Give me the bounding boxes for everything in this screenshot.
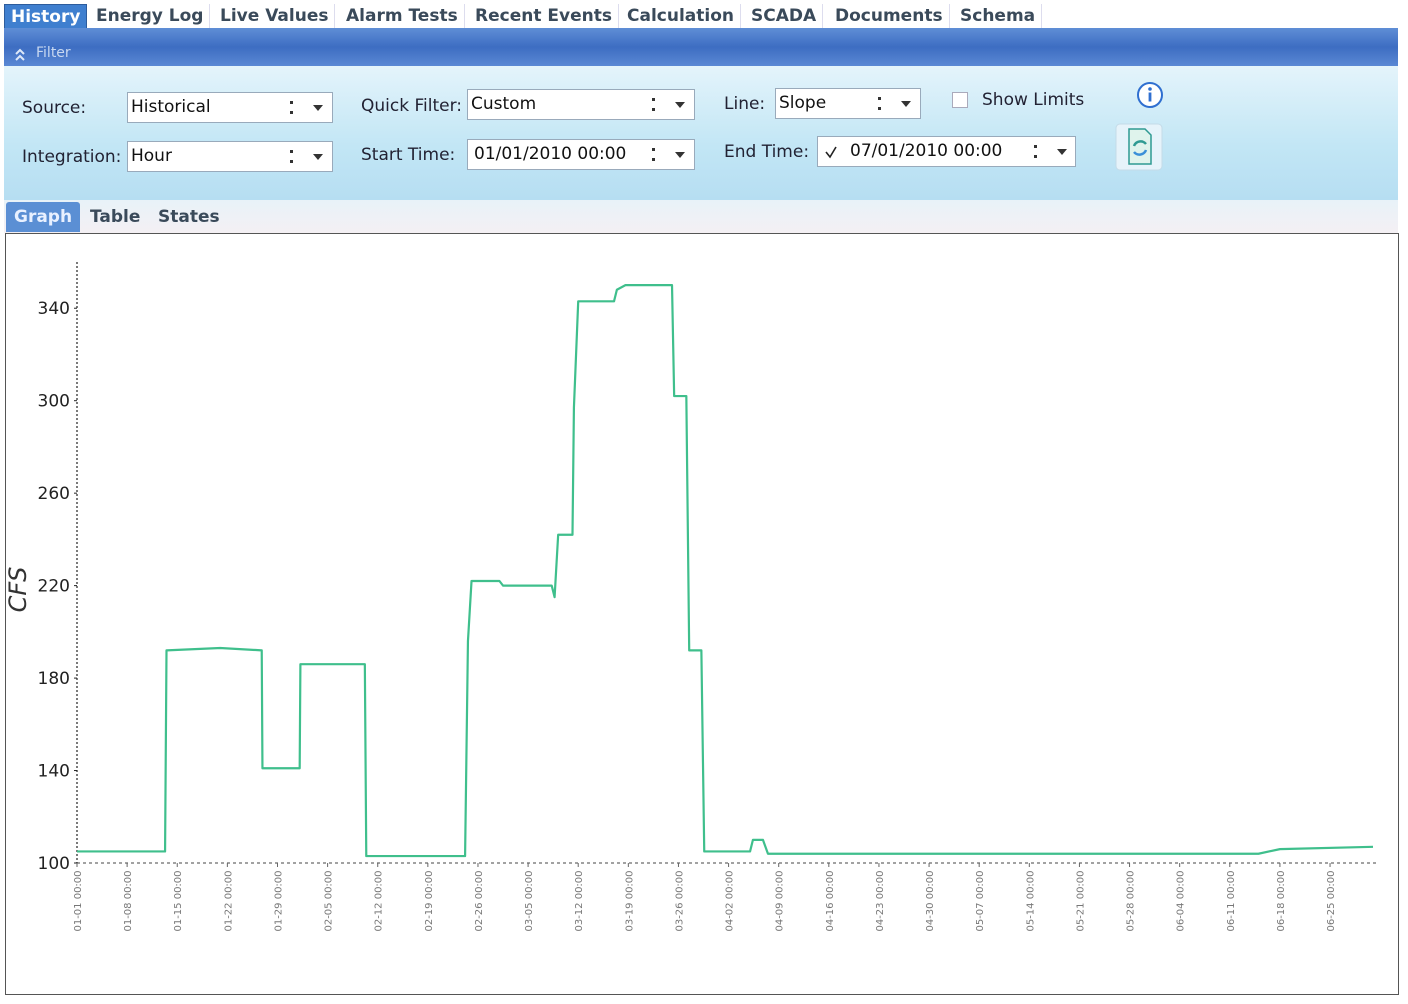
view-tab[interactable]: Table (90, 207, 141, 227)
x-tick-label: 03-19 00:00 (624, 870, 635, 931)
x-tick-label: 02-05 00:00 (324, 870, 335, 931)
tab[interactable]: Recent Events (469, 4, 619, 28)
tab[interactable]: Schema (954, 4, 1043, 28)
tab[interactable]: History (4, 4, 88, 30)
x-tick-label: 01-01 00:00 (73, 870, 84, 931)
field-value: 01/01/2010 00:00 (474, 144, 627, 164)
filter-panel: Source: Historical Integration: Hour Qui… (4, 66, 1398, 200)
x-tick-label: 04-02 00:00 (725, 870, 736, 931)
field-value: Slope (779, 93, 827, 113)
field-label: Integration: (22, 147, 122, 167)
y-tick-label: 340 (38, 299, 70, 319)
field-value: Historical (131, 97, 211, 117)
field-value: Hour (131, 146, 172, 166)
x-tick-label: 02-12 00:00 (374, 870, 385, 931)
spinner[interactable] (290, 148, 293, 166)
y-tick-label: 300 (38, 392, 70, 412)
tab-bar: History Energy Log Live Values Alarm Tes… (0, 0, 1408, 30)
view-tab[interactable]: States (158, 207, 220, 227)
checkbox-label[interactable]: Show Limits (982, 90, 1085, 110)
x-tick-label: 03-26 00:00 (674, 870, 685, 931)
y-tick-label: 260 (38, 484, 70, 504)
end-time-input[interactable]: 07/01/2010 00:00 (817, 136, 1076, 167)
show-limits-checkbox[interactable] (952, 92, 968, 108)
x-tick-label: 05-07 00:00 (975, 870, 986, 931)
spinner[interactable] (290, 99, 293, 117)
x-tick-label: 04-23 00:00 (875, 870, 886, 931)
x-tick-label: 05-14 00:00 (1025, 870, 1036, 931)
spinner[interactable] (652, 96, 655, 114)
field-value: Custom (471, 94, 537, 114)
tab[interactable]: Live Values (214, 4, 336, 28)
field-value: 07/01/2010 00:00 (850, 141, 1003, 161)
view-tabs: Graph Table States (4, 200, 1398, 233)
x-tick-label: 06-18 00:00 (1276, 870, 1287, 931)
end-time-checkbox[interactable] (823, 144, 839, 160)
field-label: End Time: (724, 142, 810, 162)
y-tick-label: 180 (38, 669, 70, 689)
x-tick-label: 01-29 00:00 (273, 870, 284, 931)
dropdown-arrow[interactable] (313, 105, 323, 111)
x-tick-label: 02-26 00:00 (474, 870, 485, 931)
tab[interactable]: Documents (829, 4, 950, 28)
field-label: Quick Filter: (361, 96, 463, 116)
y-axis-label: CFS (6, 567, 32, 613)
y-tick-label: 140 (38, 762, 70, 782)
tab[interactable]: Alarm Tests (340, 4, 465, 28)
spinner[interactable] (1034, 143, 1037, 161)
spinner[interactable] (652, 146, 655, 164)
x-tick-label: 04-09 00:00 (775, 870, 786, 931)
refresh-button[interactable] (1114, 122, 1164, 172)
x-tick-label: 01-08 00:00 (123, 870, 134, 931)
data-line (77, 284, 1374, 858)
field-label: Start Time: (361, 145, 456, 165)
dropdown-arrow[interactable] (1057, 149, 1067, 155)
x-tick-label: 06-25 00:00 (1326, 870, 1337, 931)
filter-title: Filter (36, 45, 71, 61)
x-tick-label: 05-21 00:00 (1075, 870, 1086, 931)
tab[interactable]: Calculation (621, 4, 741, 28)
filter-header[interactable]: Filter (4, 28, 1398, 66)
x-tick-label: 06-04 00:00 (1176, 870, 1187, 931)
spinner[interactable] (878, 95, 881, 113)
tab[interactable]: Energy Log (90, 4, 211, 28)
chart-frame: 100 140 180 220 260 300 340 01-01 00:00 01-08 00… (5, 233, 1399, 995)
chart: 100 140 180 220 260 300 340 01-01 00:00 01-08 00… (6, 262, 1379, 932)
x-tick-label: 02-19 00:00 (424, 870, 435, 931)
collapse-icon[interactable] (14, 48, 26, 62)
y-tick-label: 100 (38, 854, 70, 874)
quick-filter-select[interactable]: Custom (467, 89, 695, 120)
x-tick-label: 06-11 00:00 (1226, 870, 1237, 931)
dropdown-arrow[interactable] (313, 154, 323, 160)
integration-select[interactable]: Hour (127, 141, 333, 172)
field-label: Source: (22, 98, 87, 118)
x-tick-label: 03-05 00:00 (524, 870, 535, 931)
x-tick-label: 01-22 00:00 (223, 870, 234, 931)
start-time-input[interactable]: 01/01/2010 00:00 (467, 139, 695, 170)
view-tab[interactable]: Graph (6, 202, 81, 232)
dropdown-arrow[interactable] (675, 102, 685, 108)
source-select[interactable]: Historical (127, 92, 333, 123)
line-select[interactable]: Slope (775, 88, 921, 119)
y-tick-label: 220 (38, 577, 70, 597)
x-tick-label: 03-12 00:00 (574, 870, 585, 931)
tab[interactable]: SCADA (745, 4, 824, 28)
dropdown-arrow[interactable] (901, 101, 911, 107)
field-label: Line: (724, 94, 766, 114)
x-tick-label: 05-28 00:00 (1126, 870, 1137, 931)
dropdown-arrow[interactable] (675, 152, 685, 158)
x-tick-label: 01-15 00:00 (173, 870, 184, 931)
info-icon[interactable] (1136, 81, 1164, 109)
x-tick-label: 04-30 00:00 (925, 870, 936, 931)
x-tick-label: 04-16 00:00 (825, 870, 836, 931)
